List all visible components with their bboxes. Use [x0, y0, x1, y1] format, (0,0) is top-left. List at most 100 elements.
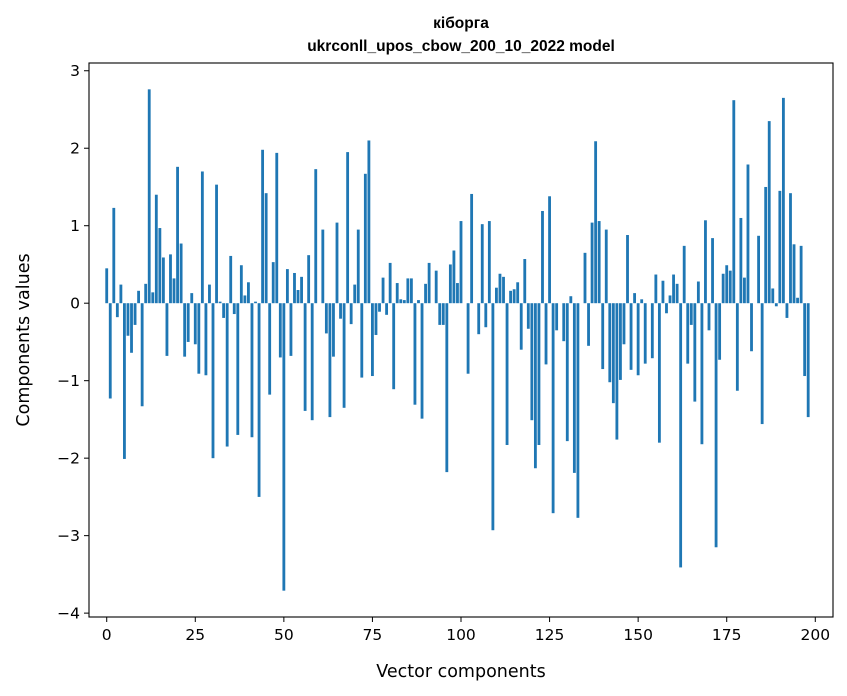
bar [339, 303, 342, 319]
bar [208, 284, 211, 304]
bar [130, 303, 133, 353]
bar [594, 141, 598, 304]
bar [445, 303, 449, 473]
bar [424, 283, 427, 304]
bar [470, 193, 474, 304]
bar [771, 288, 775, 304]
bar [193, 303, 197, 345]
bar [704, 220, 707, 304]
bar [640, 299, 644, 304]
bar [587, 303, 590, 346]
bar [537, 303, 541, 445]
bar [215, 184, 218, 304]
bar [544, 303, 548, 365]
bar [123, 303, 126, 459]
bar [689, 303, 693, 325]
bar [427, 262, 431, 304]
bar [300, 276, 303, 304]
bar [526, 303, 530, 329]
bar [760, 303, 764, 425]
bar [254, 301, 257, 304]
bar [218, 301, 222, 304]
bar [626, 235, 629, 304]
bar [335, 222, 339, 304]
bar [509, 290, 513, 304]
bar [420, 303, 424, 419]
x-tick-label: 25 [185, 626, 205, 644]
y-tick-label: −4 [57, 605, 80, 623]
bar [229, 255, 233, 304]
bar [456, 283, 459, 304]
bar [158, 228, 162, 304]
bar [565, 303, 569, 442]
bar [781, 97, 785, 304]
bar [757, 235, 761, 304]
bar [498, 273, 502, 304]
bar [115, 303, 119, 318]
x-tick-label: 150 [623, 626, 653, 644]
bar [548, 196, 551, 304]
bar [321, 229, 325, 304]
bar [622, 303, 626, 345]
y-tick-label: 2 [70, 140, 80, 158]
bar [590, 222, 594, 304]
bar [200, 171, 204, 304]
bar [243, 295, 247, 304]
bar [367, 140, 371, 304]
bar [293, 272, 296, 304]
bar [711, 238, 714, 304]
bar [604, 229, 608, 304]
bar [477, 303, 481, 335]
bar [303, 303, 307, 411]
bar [140, 303, 144, 407]
x-axis-label: Vector components [376, 662, 545, 682]
bar [583, 252, 587, 304]
bar [392, 303, 396, 390]
bar [452, 250, 456, 304]
bar [324, 303, 328, 334]
y-tick-label: −2 [57, 450, 80, 468]
bar [732, 100, 736, 304]
bar [533, 303, 537, 469]
bar [576, 303, 580, 518]
bar [512, 289, 516, 304]
bar [271, 262, 275, 304]
bar [519, 303, 523, 350]
bar [137, 290, 141, 304]
bar [176, 166, 179, 304]
bar [700, 303, 704, 445]
bar [232, 303, 236, 315]
bar [133, 303, 137, 325]
bar [764, 186, 768, 304]
bar [268, 303, 272, 395]
bar [650, 303, 654, 359]
bar [247, 282, 250, 304]
bar [735, 303, 739, 391]
bar [275, 152, 279, 304]
bar [349, 303, 353, 325]
bar [395, 283, 399, 304]
bar [211, 303, 215, 459]
bar [417, 300, 420, 304]
bar [264, 193, 268, 304]
bar [541, 210, 544, 304]
bar [718, 303, 722, 360]
chart-title: кіборга ukrconll_upos_cbow_200_10_2022 m… [307, 15, 615, 55]
bar [406, 278, 410, 304]
bar [222, 303, 226, 318]
bar [721, 273, 725, 304]
bar [696, 281, 700, 304]
x-tick-label: 200 [800, 626, 830, 644]
bar [448, 264, 452, 304]
bar [371, 303, 374, 377]
bar [643, 303, 647, 364]
bar [778, 190, 782, 304]
bar [119, 284, 123, 304]
bar [675, 283, 679, 304]
bar [633, 293, 637, 304]
bar [289, 303, 293, 356]
bar [615, 303, 619, 440]
bar [285, 269, 289, 304]
bar [434, 270, 438, 304]
bar [236, 303, 240, 435]
